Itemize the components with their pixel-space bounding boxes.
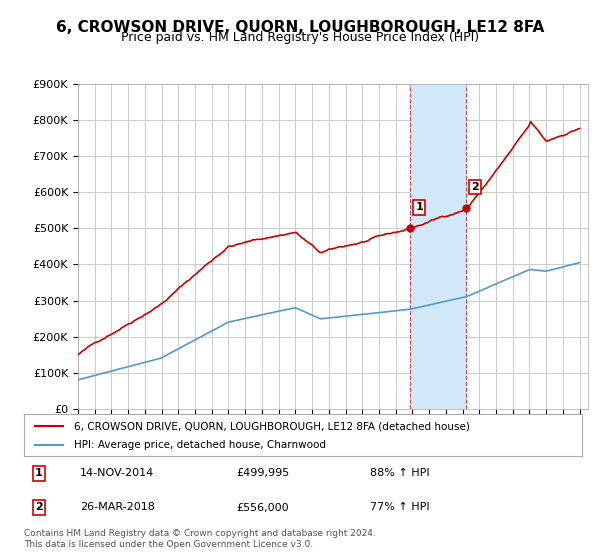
Text: 14-NOV-2014: 14-NOV-2014 — [80, 468, 154, 478]
Text: Contains HM Land Registry data © Crown copyright and database right 2024.
This d: Contains HM Land Registry data © Crown c… — [24, 529, 376, 549]
Text: £499,995: £499,995 — [236, 468, 289, 478]
Text: 6, CROWSON DRIVE, QUORN, LOUGHBOROUGH, LE12 8FA (detached house): 6, CROWSON DRIVE, QUORN, LOUGHBOROUGH, L… — [74, 421, 470, 431]
Text: 88% ↑ HPI: 88% ↑ HPI — [370, 468, 430, 478]
Text: 2: 2 — [472, 182, 479, 192]
Text: HPI: Average price, detached house, Charnwood: HPI: Average price, detached house, Char… — [74, 440, 326, 450]
Text: Price paid vs. HM Land Registry's House Price Index (HPI): Price paid vs. HM Land Registry's House … — [121, 31, 479, 44]
Text: 6, CROWSON DRIVE, QUORN, LOUGHBOROUGH, LE12 8FA: 6, CROWSON DRIVE, QUORN, LOUGHBOROUGH, L… — [56, 20, 544, 35]
Text: 2: 2 — [35, 502, 43, 512]
Text: 26-MAR-2018: 26-MAR-2018 — [80, 502, 155, 512]
Text: 1: 1 — [415, 202, 423, 212]
Text: £556,000: £556,000 — [236, 502, 289, 512]
Bar — [410, 84, 466, 409]
Text: 77% ↑ HPI: 77% ↑ HPI — [370, 502, 430, 512]
Text: 1: 1 — [35, 468, 43, 478]
